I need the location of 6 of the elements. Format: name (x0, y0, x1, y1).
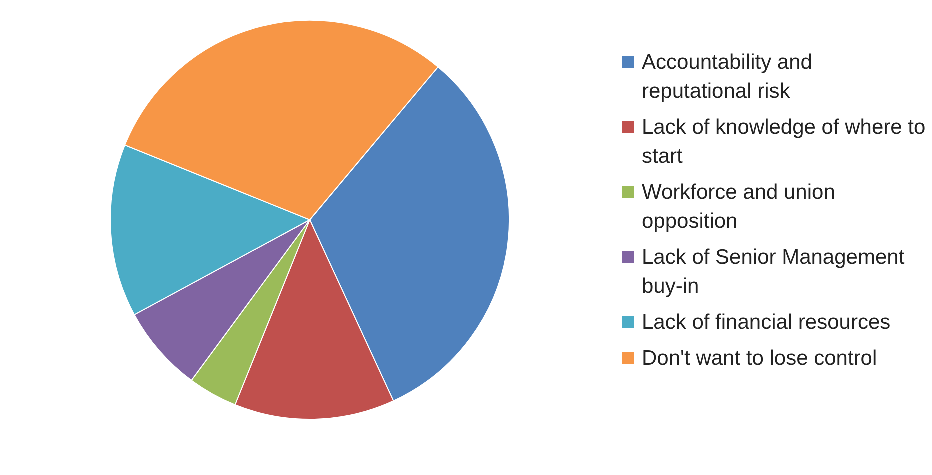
legend-label: Accountability and reputational risk (642, 50, 814, 105)
legend-label: Lack of knowledge of where to start (642, 115, 927, 170)
legend-label: Workforce and union opposition (642, 180, 836, 235)
legend-label: Don't want to lose control (642, 346, 878, 372)
legend-label: Lack of Senior Management buy-in (642, 245, 906, 300)
legend-label: Lack of financial resources (642, 310, 891, 336)
